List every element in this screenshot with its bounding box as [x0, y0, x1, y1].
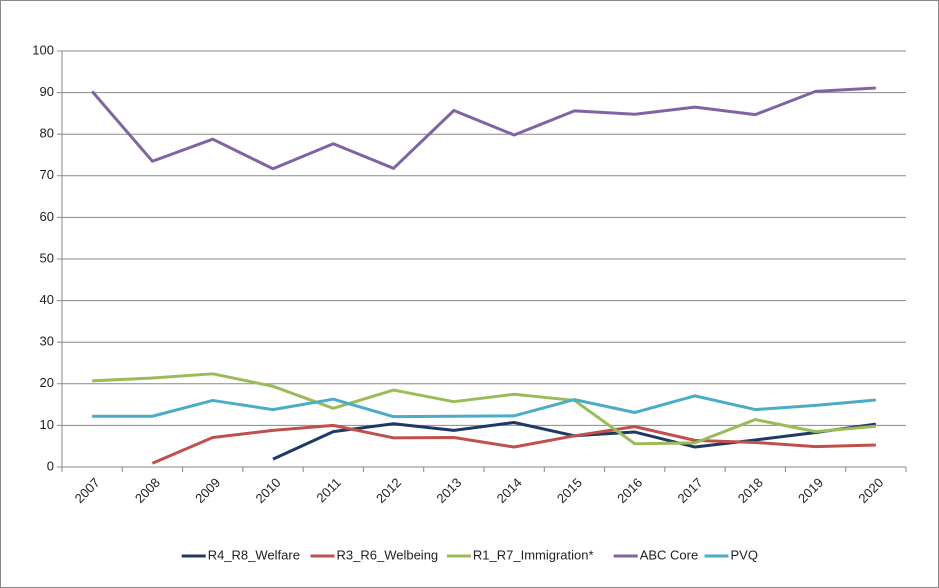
legend-label: ABC Core: [640, 547, 699, 562]
y-tick-label: 50: [40, 250, 54, 265]
y-tick-label: 70: [40, 167, 54, 182]
y-tick-label: 80: [40, 126, 54, 141]
legend-label: PVQ: [731, 547, 758, 562]
y-tick-label: 90: [40, 84, 54, 99]
legend-label: R4_R8_Welfare: [208, 547, 300, 562]
y-tick-label: 0: [47, 458, 54, 473]
y-tick-label: 10: [40, 417, 54, 432]
legend-label: R3_R6_Welbeing: [337, 547, 439, 562]
series-line: [92, 394, 876, 419]
series-line: [92, 372, 876, 446]
series-line: [91, 86, 876, 171]
series-line: [151, 423, 876, 465]
y-tick-label: 20: [40, 375, 54, 390]
y-tick-label: 40: [40, 292, 54, 307]
y-tick-label: 30: [40, 334, 54, 349]
y-tick-label: 60: [40, 209, 54, 224]
y-tick-label: 100: [32, 42, 54, 57]
legend-label: R1_R7_Immigration*: [473, 547, 594, 562]
